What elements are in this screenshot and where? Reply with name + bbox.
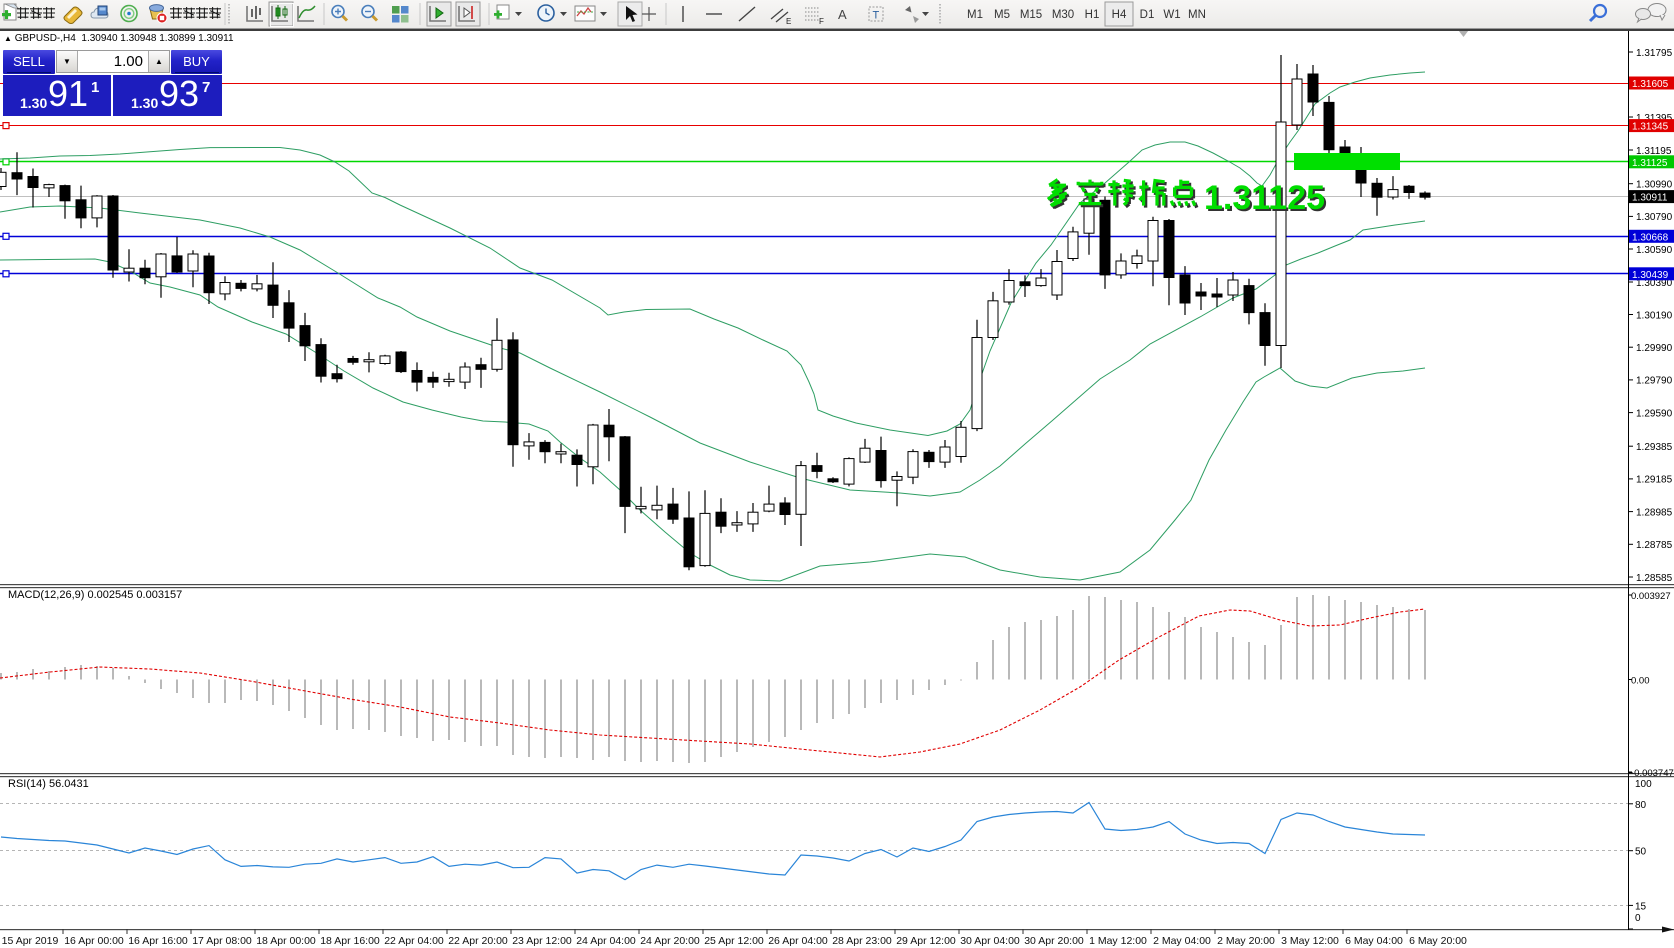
svg-text:1.30790: 1.30790 (1636, 212, 1673, 223)
svg-text:RSI(14) 56.0431: RSI(14) 56.0431 (8, 778, 89, 790)
svg-text:1 May 12:00: 1 May 12:00 (1089, 935, 1147, 947)
svg-text:1.30390: 1.30390 (1636, 278, 1673, 289)
svg-text:1.31605: 1.31605 (1632, 79, 1669, 90)
svg-text:6 May 04:00: 6 May 04:00 (1345, 935, 1403, 947)
svg-text:MACD(12,26,9) 0.002545 0.00315: MACD(12,26,9) 0.002545 0.003157 (8, 589, 182, 601)
svg-text:26 Apr 04:00: 26 Apr 04:00 (768, 935, 828, 947)
svg-text:24 Apr 04:00: 24 Apr 04:00 (576, 935, 636, 947)
svg-text:1.31125: 1.31125 (1206, 181, 1327, 219)
svg-text:MN: MN (1188, 9, 1206, 21)
svg-text:W1: W1 (1163, 9, 1180, 21)
svg-text:3 May 12:00: 3 May 12:00 (1281, 935, 1339, 947)
svg-text:T: T (873, 10, 880, 22)
svg-text:1.30439: 1.30439 (1632, 270, 1669, 281)
svg-text:M15: M15 (1020, 9, 1042, 21)
svg-text:A: A (838, 7, 847, 22)
svg-text:1.31195: 1.31195 (1636, 146, 1672, 157)
svg-text:1.31395: 1.31395 (1636, 113, 1673, 124)
svg-text:6 May 20:00: 6 May 20:00 (1409, 935, 1467, 947)
svg-text:1.29590: 1.29590 (1636, 408, 1673, 419)
svg-text:22 Apr 20:00: 22 Apr 20:00 (448, 935, 508, 947)
svg-text:F: F (819, 17, 824, 26)
svg-text:H4: H4 (1112, 9, 1127, 21)
svg-text:0.003927: 0.003927 (1631, 591, 1671, 602)
svg-text:30 Apr 04:00: 30 Apr 04:00 (960, 935, 1020, 947)
svg-text:0.00: 0.00 (1631, 675, 1650, 686)
svg-text:50: 50 (1635, 847, 1647, 858)
svg-text:E: E (786, 17, 791, 26)
svg-text:1.29185: 1.29185 (1636, 475, 1673, 486)
svg-text:16 Apr 00:00: 16 Apr 00:00 (64, 935, 124, 947)
svg-text:1.30190: 1.30190 (1636, 310, 1673, 321)
svg-text:H1: H1 (1085, 9, 1100, 21)
svg-text:28 Apr 23:00: 28 Apr 23:00 (832, 935, 892, 947)
svg-text:M5: M5 (994, 9, 1010, 21)
svg-text:1.31125: 1.31125 (1632, 158, 1668, 169)
svg-text:100: 100 (1635, 779, 1652, 790)
svg-text:22 Apr 04:00: 22 Apr 04:00 (384, 935, 444, 947)
svg-text:16 Apr 16:00: 16 Apr 16:00 (128, 935, 188, 947)
svg-text:2 May 20:00: 2 May 20:00 (1217, 935, 1275, 947)
svg-text:24 Apr 20:00: 24 Apr 20:00 (640, 935, 700, 947)
svg-text:1.28585: 1.28585 (1636, 573, 1673, 584)
svg-text:1.30911: 1.30911 (1632, 193, 1668, 204)
svg-text:1.29990: 1.29990 (1636, 343, 1673, 354)
svg-text:1.29790: 1.29790 (1636, 376, 1673, 387)
svg-text:M1: M1 (967, 9, 983, 21)
svg-text:1.30590: 1.30590 (1636, 245, 1673, 256)
svg-text:15 Apr 2019: 15 Apr 2019 (2, 935, 59, 947)
svg-text:1.31795: 1.31795 (1636, 48, 1673, 59)
svg-text:29 Apr 12:00: 29 Apr 12:00 (896, 935, 956, 947)
svg-text:M30: M30 (1052, 9, 1074, 21)
svg-text:25 Apr 12:00: 25 Apr 12:00 (704, 935, 764, 947)
svg-text:1.31125: 1.31125 (1204, 179, 1325, 217)
svg-text:80: 80 (1635, 800, 1647, 811)
svg-text:18 Apr 16:00: 18 Apr 16:00 (320, 935, 380, 947)
svg-text:17 Apr 08:00: 17 Apr 08:00 (192, 935, 252, 947)
svg-text:1.29385: 1.29385 (1636, 442, 1673, 453)
svg-text:15: 15 (1635, 901, 1647, 912)
svg-text:1.28785: 1.28785 (1636, 540, 1673, 551)
svg-text:1.30668: 1.30668 (1632, 232, 1669, 243)
svg-text:1.28985: 1.28985 (1636, 507, 1673, 518)
svg-text:1.31345: 1.31345 (1632, 122, 1669, 133)
svg-text:2 May 04:00: 2 May 04:00 (1153, 935, 1211, 947)
svg-text:0: 0 (1635, 913, 1641, 924)
svg-text:D1: D1 (1140, 9, 1155, 21)
svg-text:1.30990: 1.30990 (1636, 180, 1673, 191)
svg-text:-0.003747: -0.003747 (1631, 768, 1674, 779)
svg-text:30 Apr 20:00: 30 Apr 20:00 (1024, 935, 1084, 947)
svg-text:18 Apr 00:00: 18 Apr 00:00 (256, 935, 316, 947)
svg-text:23 Apr 12:00: 23 Apr 12:00 (512, 935, 572, 947)
